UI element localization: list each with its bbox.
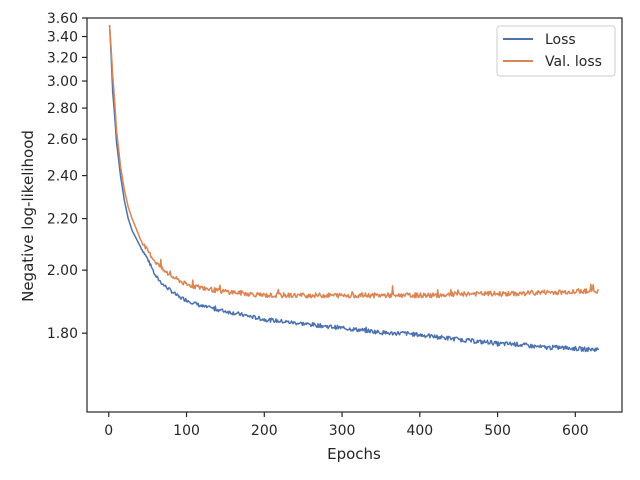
legend: Loss Val. loss — [496, 25, 616, 77]
y-tick-label: 3.40 — [47, 30, 78, 46]
y-tick-label: 2.40 — [47, 169, 78, 185]
x-tick-label: 100 — [173, 423, 200, 439]
y-tick-label: 3.20 — [47, 50, 78, 66]
x-tick-label: 400 — [406, 423, 433, 439]
x-tick-label: 600 — [562, 423, 589, 439]
x-tick-label: 300 — [329, 423, 356, 439]
legend-label: Loss — [545, 32, 576, 48]
y-tick-label: 1.80 — [47, 326, 78, 342]
x-tick-label: 500 — [484, 423, 511, 439]
axes: 0 100 200 300 400 500 600 1.80 2.00 2.20 2.40 2.60 2… — [47, 11, 623, 439]
y-tick-label: 2.80 — [47, 101, 78, 117]
axes-frame — [86, 17, 623, 413]
y-tick-label: 3.00 — [47, 74, 78, 90]
legend-label: Val. loss — [545, 54, 602, 70]
y-tick-label: 2.60 — [47, 132, 78, 148]
x-tick-label: 200 — [251, 423, 278, 439]
y-axis-label: Negative log-likelihood — [19, 130, 37, 302]
series-line-loss — [108, 25, 600, 353]
x-axis-label: Epochs — [327, 445, 381, 463]
y-tick-label: 2.20 — [47, 212, 78, 228]
y-tick-label: 2.00 — [47, 263, 78, 279]
y-tick-label: 3.60 — [47, 11, 78, 27]
x-tick-label: 0 — [104, 423, 113, 439]
plot-area — [108, 25, 600, 353]
series-line-val-loss — [108, 25, 600, 299]
